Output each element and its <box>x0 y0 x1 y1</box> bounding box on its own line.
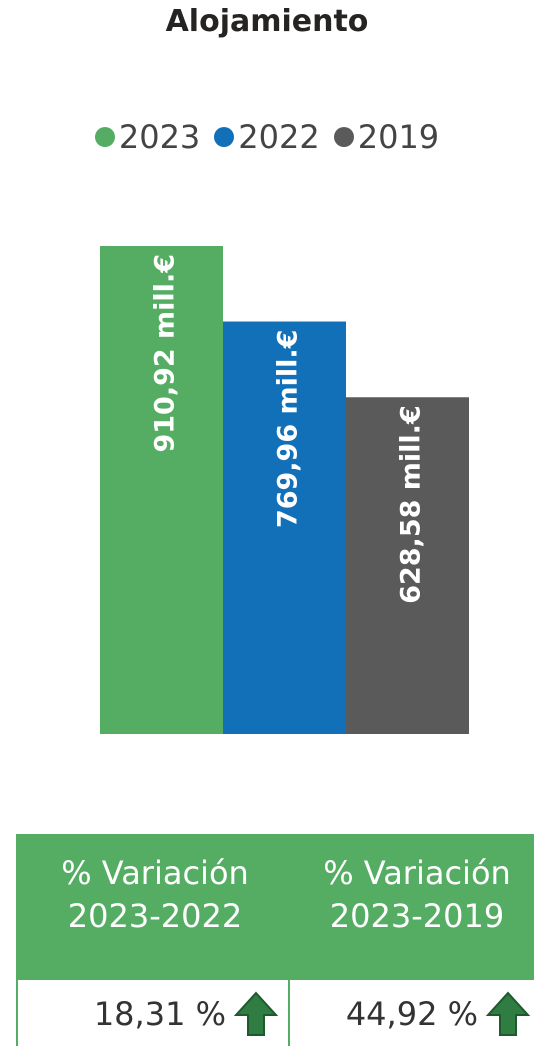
up-arrow-icon <box>486 991 530 1037</box>
legend-dot-2023 <box>94 127 115 147</box>
legend-item-2019[interactable]: 2019 <box>333 118 440 156</box>
variation-header-2023-2019: % Variación 2023-2019 <box>288 852 534 938</box>
data-label-2023: 910,92 mill.€ <box>150 254 181 453</box>
chart-legend: 2023 2022 2019 <box>0 118 534 156</box>
bar-2022[interactable] <box>223 321 346 734</box>
legend-label-2022: 2022 <box>238 118 320 156</box>
legend-item-2023[interactable]: 2023 <box>94 118 201 156</box>
variation-header: % Variación 2023-2022 % Variación 2023-2… <box>16 834 534 980</box>
variation-header-2023-2022: % Variación 2023-2022 <box>26 852 284 938</box>
variation-table: % Variación 2023-2022 % Variación 2023-2… <box>16 834 534 1046</box>
variation-divider <box>288 980 290 1046</box>
legend-dot-2022 <box>214 127 235 147</box>
bar-2019[interactable] <box>346 397 469 734</box>
legend-label-2023: 2023 <box>118 118 201 156</box>
legend-dot-2019 <box>333 127 354 147</box>
variation-value-2023-2019: 44,92 % <box>345 995 478 1033</box>
variation-value-2023-2022: 18,31 % <box>93 995 226 1033</box>
variation-header-2023-2022-line2: 2023-2022 <box>67 897 243 935</box>
legend-label-2019: 2019 <box>357 118 440 156</box>
variation-cell-2023-2022: 18,31 % <box>28 986 278 1042</box>
data-label-2019: 628,58 mill.€ <box>396 405 427 604</box>
variation-cell-2023-2019: 44,92 % <box>290 986 530 1042</box>
variation-row: 18,31 % 44,92 % <box>16 980 534 1046</box>
data-label-2022: 769,96 mill.€ <box>273 330 304 529</box>
chart-title: Alojamiento <box>165 4 369 39</box>
up-arrow-icon <box>234 991 278 1037</box>
variation-header-2023-2022-line1: % Variación <box>61 854 249 892</box>
bar-chart: 910,92 mill.€ 769,96 mill.€ 628,58 mill.€ <box>100 246 469 734</box>
variation-header-2023-2019-line1: % Variación <box>323 854 511 892</box>
variation-header-2023-2019-line2: 2023-2019 <box>329 897 505 935</box>
bar-2023[interactable] <box>100 246 223 734</box>
legend-item-2022[interactable]: 2022 <box>214 118 320 156</box>
